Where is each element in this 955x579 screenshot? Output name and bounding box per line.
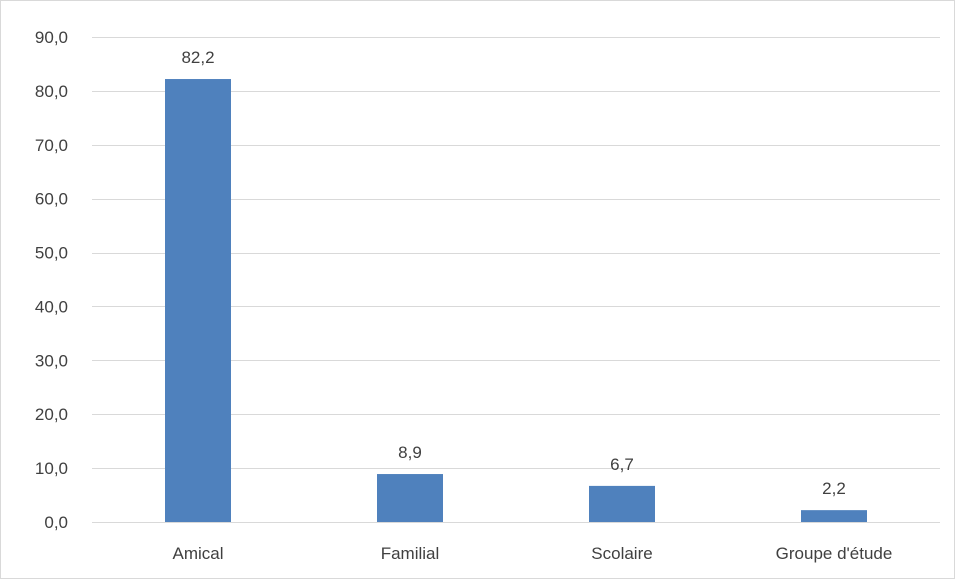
y-tick-label: 80,0 xyxy=(35,82,68,101)
y-tick-label: 90,0 xyxy=(35,28,68,47)
data-label: 6,7 xyxy=(610,455,634,474)
bars xyxy=(165,79,867,523)
data-label: 2,2 xyxy=(822,479,846,498)
gridlines xyxy=(92,37,940,469)
y-tick-label: 10,0 xyxy=(35,459,68,478)
y-tick-label: 40,0 xyxy=(35,297,68,316)
bar xyxy=(801,510,867,522)
data-labels: 82,2 8,9 6,7 2,2 xyxy=(181,48,845,498)
x-tick-label: Groupe d'étude xyxy=(776,544,893,563)
y-tick-label: 70,0 xyxy=(35,136,68,155)
y-axis-tick-labels: 0,0 10,0 20,0 30,0 40,0 50,0 60,0 70,0 80,0 90,0 xyxy=(35,28,68,532)
y-tick-label: 20,0 xyxy=(35,405,68,424)
y-tick-label: 30,0 xyxy=(35,351,68,370)
x-tick-label: Familial xyxy=(381,544,440,563)
bar xyxy=(377,474,443,522)
data-label: 82,2 xyxy=(181,48,214,67)
y-tick-label: 50,0 xyxy=(35,244,68,263)
data-label: 8,9 xyxy=(398,443,422,462)
x-axis-tick-labels: Amical Familial Scolaire Groupe d'étude xyxy=(172,544,892,563)
bar xyxy=(589,485,655,522)
bar xyxy=(165,79,231,523)
y-tick-label: 0,0 xyxy=(44,513,68,532)
y-tick-label: 60,0 xyxy=(35,190,68,209)
x-tick-label: Amical xyxy=(172,544,223,563)
x-tick-label: Scolaire xyxy=(591,544,652,563)
